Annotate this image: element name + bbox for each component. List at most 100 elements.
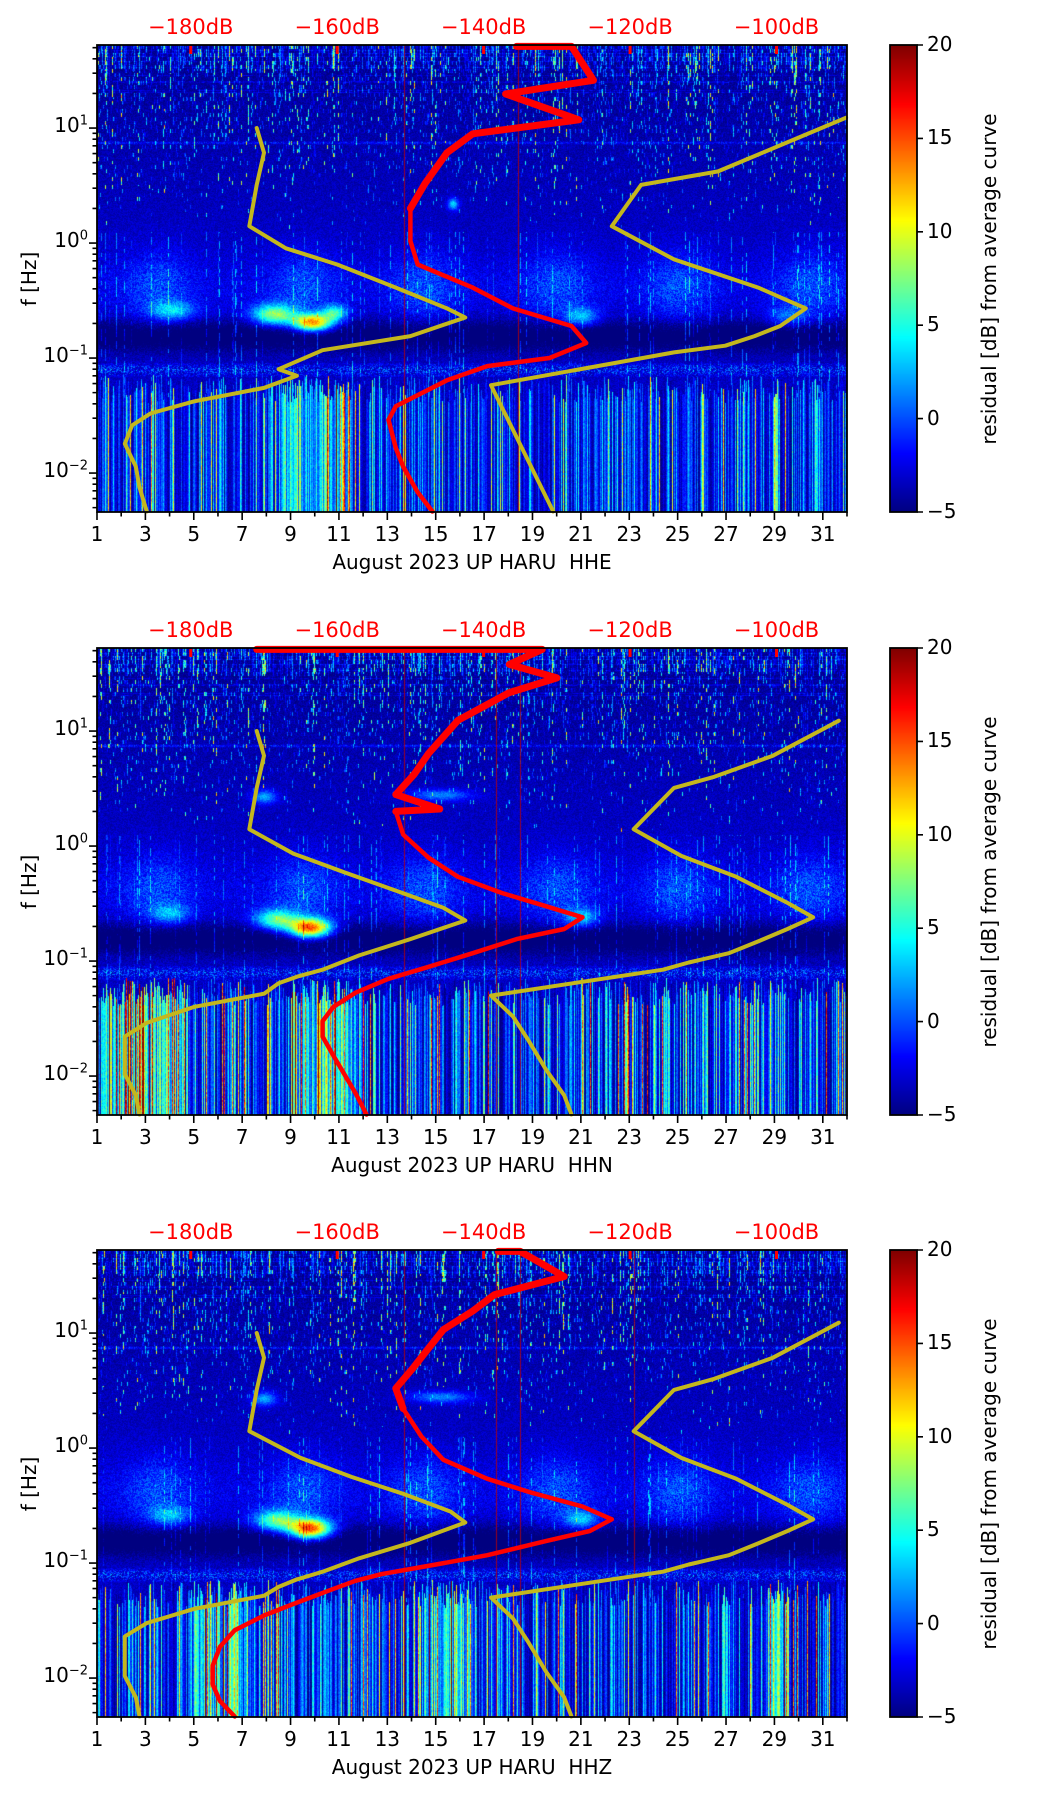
x-tick-label: 31 — [810, 1727, 836, 1751]
colorbar-tick-label: 5 — [927, 915, 940, 940]
colorbar-tick-label: 0 — [927, 1610, 940, 1635]
top-axis-label: −160dB — [294, 618, 380, 642]
y-tick-label: 10−1 — [0, 946, 88, 974]
x-tick-label: 1 — [90, 522, 104, 546]
top-axis-label: −120dB — [587, 15, 673, 39]
x-tick-label: 1 — [90, 1125, 104, 1149]
top-axis-label: −180dB — [148, 618, 234, 642]
colorbar-hhe — [890, 45, 917, 512]
x-tick-label: 23 — [616, 1727, 642, 1751]
colorbar-tick-label: 15 — [927, 1330, 953, 1355]
y-tick-label: 10−2 — [0, 458, 88, 486]
x-tick-label: 29 — [761, 1125, 788, 1149]
y-tick-label: 10−2 — [0, 1663, 88, 1691]
colorbar-tick-label: −5 — [927, 1704, 957, 1728]
panel-xlabel-hhz: August 2023 UP HARU HHZ — [331, 1755, 613, 1779]
top-axis-label: −140dB — [440, 1220, 527, 1244]
plot-overlay-hhe — [89, 42, 923, 520]
x-tick-label: 3 — [139, 1727, 152, 1751]
x-tick-label: 25 — [664, 1727, 691, 1751]
x-tick-label: 31 — [810, 1125, 836, 1149]
x-tick-label: 5 — [187, 1125, 201, 1149]
top-axis-label: −140dB — [440, 618, 527, 642]
x-tick-label: 23 — [616, 1125, 642, 1149]
x-tick-label: 11 — [326, 1125, 352, 1149]
y-tick-exponent: 0 — [79, 1433, 88, 1449]
colorbar-tick-label: 10 — [927, 218, 953, 243]
x-tick-label: 21 — [568, 522, 594, 546]
y-tick-base: 10 — [54, 716, 80, 741]
x-tick-label: 25 — [664, 522, 691, 546]
colorbar-tick-label: −5 — [927, 499, 957, 523]
x-tick-label: 31 — [810, 522, 836, 546]
y-tick-base: 10 — [54, 1318, 80, 1343]
x-tick-label: 9 — [284, 1125, 297, 1149]
x-tick-label: 13 — [374, 1727, 401, 1751]
top-axis-label: −180dB — [148, 15, 234, 39]
x-tick-label: 27 — [713, 1727, 739, 1751]
y-tick-exponent: −1 — [68, 946, 88, 962]
top-axis-label: −100dB — [733, 1220, 820, 1244]
y-tick-exponent: −2 — [68, 1061, 88, 1077]
x-tick-label: 13 — [374, 1125, 401, 1149]
y-tick-label: 100 — [0, 831, 88, 859]
x-tick-label: 15 — [422, 522, 449, 546]
y-tick-base: 10 — [54, 113, 80, 138]
x-tick-label: 23 — [616, 522, 642, 546]
y-tick-base: 10 — [43, 343, 69, 368]
x-tick-label: 17 — [471, 522, 497, 546]
y-tick-exponent: 1 — [79, 113, 88, 129]
y-tick-label: 10−1 — [0, 343, 88, 371]
colorbar-label: residual [dB] from average curve — [977, 112, 1001, 445]
x-tick-label: 9 — [284, 1727, 297, 1751]
colorbar-tick-label: −5 — [927, 1102, 957, 1126]
y-tick-label: 101 — [0, 716, 88, 744]
colorbar-tick-label: 20 — [927, 32, 953, 56]
y-tick-base: 10 — [43, 946, 69, 971]
y-tick-exponent: −2 — [68, 1663, 88, 1679]
y-tick-base: 10 — [43, 458, 69, 483]
x-tick-label: 19 — [519, 1727, 546, 1751]
x-tick-label: 15 — [422, 1727, 449, 1751]
colorbar-tick-label: 20 — [927, 1237, 953, 1261]
y-tick-base: 10 — [54, 831, 80, 856]
y-tick-exponent: 1 — [79, 1318, 88, 1334]
x-tick-label: 7 — [235, 1727, 249, 1751]
y-tick-base: 10 — [43, 1663, 69, 1688]
y-tick-exponent: −2 — [68, 458, 88, 474]
y-tick-exponent: −1 — [68, 1548, 88, 1564]
x-tick-label: 11 — [326, 522, 352, 546]
x-tick-label: 21 — [568, 1125, 594, 1149]
colorbar-label: residual [dB] from average curve — [977, 1317, 1001, 1650]
x-tick-label: 29 — [761, 1727, 788, 1751]
colorbar-tick-label: 10 — [927, 821, 953, 846]
spectrogram-canvas-hhz — [97, 1250, 847, 1717]
y-tick-exponent: 0 — [79, 831, 88, 847]
panel-xlabel-hhe: August 2023 UP HARU HHE — [332, 550, 612, 574]
x-tick-label: 7 — [235, 1125, 249, 1149]
y-tick-exponent: 1 — [79, 716, 88, 732]
y-tick-base: 10 — [54, 1433, 80, 1458]
x-tick-label: 11 — [326, 1727, 352, 1751]
top-axis-label: −120dB — [587, 618, 673, 642]
y-tick-label: 100 — [0, 228, 88, 256]
y-tick-base: 10 — [54, 228, 80, 253]
x-tick-label: 17 — [471, 1125, 497, 1149]
y-tick-label: 101 — [0, 1318, 88, 1346]
x-tick-label: 5 — [187, 1727, 201, 1751]
y-tick-base: 10 — [43, 1061, 69, 1086]
top-axis-label: −100dB — [733, 618, 820, 642]
top-axis-label: −100dB — [733, 15, 820, 39]
colorbar-tick-label: 0 — [927, 405, 940, 430]
top-axis-label: −140dB — [440, 15, 527, 39]
x-tick-label: 27 — [713, 522, 739, 546]
x-tick-label: 21 — [568, 1727, 594, 1751]
colorbar-hhn — [890, 648, 917, 1115]
x-tick-label: 27 — [713, 1125, 739, 1149]
top-axis-label: −160dB — [294, 15, 380, 39]
x-tick-label: 17 — [471, 1727, 497, 1751]
x-tick-label: 5 — [187, 522, 201, 546]
colorbar-tick-label: 5 — [927, 312, 940, 337]
x-tick-label: 19 — [519, 1125, 546, 1149]
